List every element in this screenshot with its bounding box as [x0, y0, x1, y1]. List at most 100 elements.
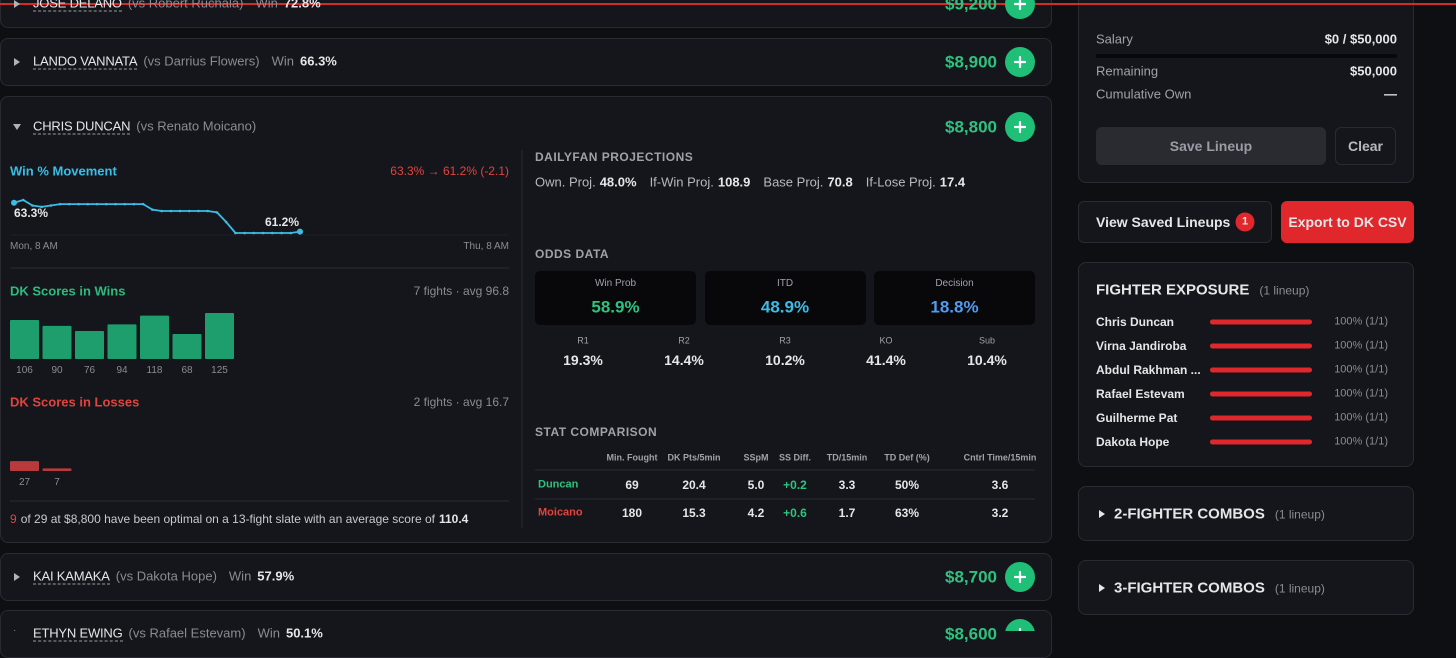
export-text[interactable]: Export to DK CSV — [1288, 214, 1407, 230]
proj-value: 108.9 — [717, 174, 751, 190]
exposure-name: Rafael Estevam — [1096, 387, 1185, 401]
exposure-label: 100% (1/1) — [1334, 339, 1388, 352]
win-point — [215, 211, 219, 214]
exposure-bar — [1210, 439, 1312, 445]
win-point — [123, 202, 127, 206]
odds-label: Decision — [935, 278, 974, 289]
combos-header: 3-FIGHTER COMBOS (1 lineup) — [1114, 581, 1325, 596]
expand-arrow — [1099, 584, 1105, 592]
exposure-name: Dakota Hope — [1096, 435, 1170, 449]
fighter-name[interactable]: KAI KAMAKA — [33, 568, 110, 585]
exposure-name: Abdul Rakhman ... — [1096, 363, 1201, 377]
expand-arrow — [14, 58, 20, 66]
fighter-name[interactable]: CHRIS DUNCAN — [33, 118, 131, 135]
column-header: TD/15min — [826, 452, 868, 463]
export-button[interactable] — [1281, 201, 1414, 243]
exposure-header: FIGHTER EXPOSURE (1 lineup) — [1096, 283, 1309, 298]
exposure-bar — [1210, 367, 1312, 373]
win-point — [77, 202, 80, 206]
win-label: Win — [228, 568, 252, 584]
exposure-bar — [1210, 343, 1312, 349]
row-name: Duncan — [538, 478, 579, 491]
win-line — [13, 199, 301, 234]
score-label: 106 — [16, 365, 33, 376]
odds-sub-value: 41.4% — [866, 352, 906, 368]
proj-label: Base Proj. — [763, 174, 824, 190]
fighter-row[interactable] — [0, 38, 1052, 86]
odds-box — [874, 271, 1035, 325]
win-prob: 72.8% — [283, 0, 321, 11]
fighter-header: KAI KAMAKA (vs Dakota Hope) Win 57.9% — [33, 570, 294, 585]
salary: $8,700 — [945, 567, 997, 587]
clear-button[interactable] — [1335, 127, 1396, 165]
opponent: (vs Darrius Flowers) — [143, 53, 260, 69]
fighter-row[interactable] — [0, 553, 1052, 601]
odds-value: 18.8% — [930, 297, 979, 317]
proj-label: If-Lose Proj. — [865, 174, 936, 190]
fighter-name[interactable]: ETHYN EWING — [33, 625, 123, 642]
odds-sub-label: R3 — [779, 335, 791, 346]
exposure-label: 100% (1/1) — [1334, 387, 1388, 400]
proj-label: If-Win Proj. — [649, 174, 714, 190]
fighter-header: CHRIS DUNCAN (vs Renato Moicano) — [33, 120, 256, 135]
exposure-label: 100% (1/1) — [1334, 363, 1388, 376]
win-point — [197, 209, 200, 213]
win-point — [104, 202, 108, 206]
odds-label: Win Prob — [594, 278, 637, 289]
exposure-name: Chris Duncan — [1096, 315, 1175, 329]
win-point — [11, 199, 17, 206]
odds-sub-value: 14.4% — [664, 352, 704, 368]
score-label: 118 — [146, 365, 163, 376]
win-point — [141, 202, 145, 206]
panel-subtitle: (1 lineup) — [1274, 581, 1325, 596]
win-point — [151, 208, 154, 211]
panel-subtitle: (1 lineup) — [1274, 507, 1325, 522]
collapse-arrow — [13, 124, 21, 130]
win-point — [289, 231, 293, 235]
salary: $8,900 — [945, 52, 997, 72]
add-icon — [1013, 570, 1027, 584]
optimal-score: 110.4 — [438, 512, 469, 526]
combos-panel[interactable] — [1078, 486, 1414, 541]
win-point — [31, 204, 34, 207]
fighter-name[interactable]: LANDO VANNATA — [33, 53, 138, 70]
clear-text[interactable]: Clear — [1347, 138, 1384, 154]
cell: 69 — [625, 478, 639, 492]
cell: 1.7 — [838, 506, 856, 520]
column-header: SSpM — [743, 452, 769, 463]
win-point — [187, 209, 191, 213]
fighter-header: LANDO VANNATA (vs Darrius Flowers) Win 66.3… — [33, 55, 337, 70]
expand-arrow — [14, 0, 20, 8]
odds-sub-label: R2 — [678, 335, 690, 346]
save-button[interactable] — [1096, 127, 1326, 165]
saved-text[interactable]: View Saved Lineups — [1096, 214, 1231, 230]
chart-summary: 2 fights · avg 16.7 — [413, 395, 509, 409]
opponent: (vs Rafael Estevam) — [128, 625, 246, 641]
save-text[interactable]: Save Lineup — [1169, 138, 1253, 154]
movement-change: 63.3% → 61.2% (-2.1) — [390, 164, 509, 178]
exposure-name: Guilherme Pat — [1096, 411, 1178, 425]
add-button[interactable] — [1005, 619, 1035, 631]
odds-box — [535, 271, 696, 325]
win-point — [206, 209, 210, 213]
add-icon — [1013, 120, 1027, 134]
badge — [1235, 212, 1255, 232]
score-bar — [10, 319, 39, 359]
win-point — [160, 209, 163, 213]
add-icon — [1013, 0, 1027, 11]
fighter-name[interactable]: JOSE DELANO — [33, 0, 122, 12]
top-bar — [0, 3, 1456, 5]
chart-title: Win % Movement — [10, 163, 117, 179]
win-point — [178, 209, 182, 213]
column-header: TD Def (%) — [884, 452, 930, 463]
score-bar — [140, 315, 169, 359]
score-label: 68 — [181, 365, 193, 376]
win-prob: 66.3% — [300, 53, 337, 69]
odds-sub-label: R1 — [577, 335, 589, 346]
chart-summary: 7 fights · avg 96.8 — [413, 284, 509, 298]
chart-title: DK Scores in Wins — [10, 283, 126, 299]
combos-panel[interactable] — [1078, 560, 1414, 615]
end-label: 61.2% — [265, 215, 300, 229]
win-point — [40, 205, 43, 209]
cell: 180 — [621, 506, 643, 520]
